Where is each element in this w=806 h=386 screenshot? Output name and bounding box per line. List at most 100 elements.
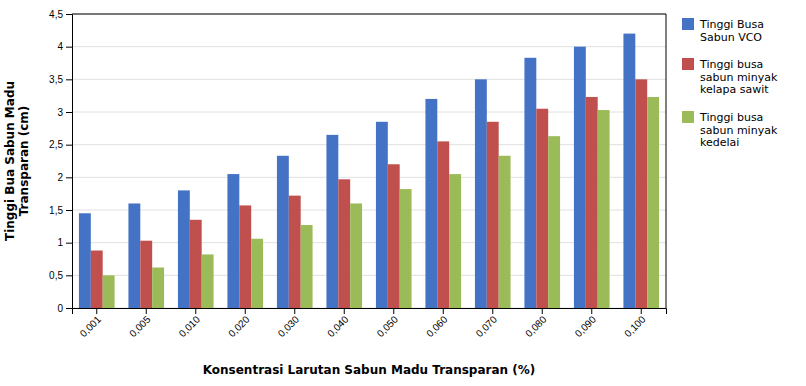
y-tick-label: 3,5 bbox=[49, 74, 63, 85]
x-axis: 0,0010,0050,0100,0200,0300,0400,0500,060… bbox=[73, 308, 667, 339]
bar bbox=[487, 122, 499, 308]
bar-series bbox=[103, 97, 659, 308]
bar bbox=[239, 205, 251, 308]
x-tick: 0,100 bbox=[622, 308, 648, 339]
x-tick-label: 0,070 bbox=[474, 313, 500, 339]
y-tick-label: 2 bbox=[57, 172, 63, 183]
x-tick-label: 0,090 bbox=[573, 313, 599, 339]
frame-line bbox=[72, 14, 666, 15]
text-line: Transparan (cm) bbox=[17, 106, 31, 217]
y-tick: 1 bbox=[57, 237, 72, 248]
bar bbox=[178, 190, 190, 308]
y-axis-title: Tinggi Bua Sabun MaduTransparan (cm) bbox=[3, 81, 31, 241]
x-tick: 0,080 bbox=[523, 308, 549, 339]
x-tick-label: 0,040 bbox=[325, 313, 351, 339]
y-tick-mark bbox=[66, 79, 72, 80]
plot: 00,511,522,533,544,50,0010,0050,0100,020… bbox=[3, 9, 778, 377]
text-line: kelapa sawit bbox=[700, 83, 769, 96]
y-tick: 2,5 bbox=[49, 139, 72, 150]
x-tick-mark bbox=[195, 308, 196, 314]
x-tick-mark bbox=[146, 308, 147, 314]
bar bbox=[91, 251, 103, 308]
y-tick-mark bbox=[66, 47, 72, 48]
y-tick: 0,5 bbox=[49, 270, 72, 281]
y-tick-label: 3 bbox=[57, 107, 63, 118]
x-axis-title: Konsentrasi Larutan Sabun Madu Transpara… bbox=[203, 363, 536, 377]
bar bbox=[289, 196, 301, 308]
x-tick: 0,090 bbox=[573, 308, 599, 339]
text-line: Tinggi busa bbox=[699, 111, 763, 124]
bar bbox=[388, 164, 400, 308]
bar bbox=[128, 203, 140, 308]
text-line: Tinggi Busa bbox=[699, 18, 764, 31]
y-tick-mark bbox=[66, 210, 72, 211]
y-tick: 0 bbox=[57, 303, 72, 314]
y-axis-line bbox=[66, 15, 73, 309]
bar bbox=[202, 254, 214, 308]
bar bbox=[140, 241, 152, 308]
bar bbox=[152, 267, 164, 308]
bar bbox=[449, 174, 461, 308]
y-tick-mark bbox=[66, 308, 72, 309]
bar bbox=[79, 213, 91, 308]
x-tick: 0,020 bbox=[226, 308, 252, 339]
y-tick: 2 bbox=[57, 172, 72, 183]
x-tick-mark bbox=[245, 308, 246, 314]
bar bbox=[326, 135, 338, 308]
text-line: Sabun VCO bbox=[700, 31, 762, 44]
text-line: sabun minyak bbox=[700, 71, 778, 84]
bar bbox=[227, 174, 239, 308]
y-tick-mark bbox=[66, 243, 72, 244]
x-tick-mark bbox=[96, 308, 97, 314]
bar-series bbox=[79, 34, 635, 308]
legend-swatch bbox=[682, 58, 694, 70]
x-tick-mark bbox=[591, 308, 592, 314]
x-tick-mark bbox=[492, 308, 493, 314]
x-tick-mark bbox=[443, 308, 444, 314]
y-tick: 3 bbox=[57, 107, 72, 118]
legend-item: Tinggi busasabun minyakkelapa sawit bbox=[682, 58, 778, 96]
y-tick-mark bbox=[66, 14, 72, 15]
y-tick-label: 1 bbox=[57, 237, 63, 248]
x-tick: 0,050 bbox=[375, 308, 401, 339]
bar bbox=[190, 220, 202, 308]
bars bbox=[79, 34, 659, 308]
text-line: Tinggi Bua Sabun Madu bbox=[3, 81, 17, 241]
x-tick-label: 0,100 bbox=[622, 313, 648, 339]
x-tick: 0,030 bbox=[276, 308, 302, 339]
y-tick-label: 4,5 bbox=[49, 9, 63, 20]
legend-label: Tinggi busasabun minyakkelapa sawit bbox=[699, 58, 778, 96]
x-tick-label: 0,001 bbox=[78, 313, 104, 339]
x-tick-mark bbox=[641, 308, 642, 314]
y-tick-mark bbox=[66, 145, 72, 146]
bar bbox=[376, 122, 388, 308]
x-tick-mark bbox=[542, 308, 543, 314]
x-tick-label: 0,020 bbox=[226, 313, 252, 339]
bar bbox=[536, 109, 548, 308]
x-tick: 0,010 bbox=[177, 308, 203, 339]
bar bbox=[400, 189, 412, 308]
bar bbox=[499, 156, 511, 308]
y-tick-label: 0 bbox=[57, 303, 63, 314]
x-tick: 0,005 bbox=[127, 308, 153, 339]
y-tick-label: 1,5 bbox=[49, 205, 63, 216]
y-tick: 3,5 bbox=[49, 74, 72, 85]
x-tick-label: 0,080 bbox=[523, 313, 549, 339]
bar bbox=[524, 58, 536, 308]
bar bbox=[301, 225, 313, 308]
y-tick-mark bbox=[66, 177, 72, 178]
bar bbox=[647, 97, 659, 308]
x-tick-label: 0,005 bbox=[127, 313, 153, 339]
bar bbox=[338, 179, 350, 308]
grid-line bbox=[72, 14, 666, 15]
legend-label: Tinggi busasabun minyakkedelai bbox=[699, 111, 778, 149]
bar bbox=[548, 136, 560, 308]
legend-swatch bbox=[682, 111, 694, 123]
grid bbox=[72, 14, 666, 308]
x-axis-line bbox=[73, 309, 667, 315]
x-tick-label: 0,010 bbox=[177, 313, 203, 339]
text-line: Konsentrasi Larutan Sabun Madu Transpara… bbox=[203, 363, 536, 377]
y-tick-mark bbox=[66, 112, 72, 113]
x-tick-label: 0,050 bbox=[375, 313, 401, 339]
x-tick-label: 0,030 bbox=[276, 313, 302, 339]
